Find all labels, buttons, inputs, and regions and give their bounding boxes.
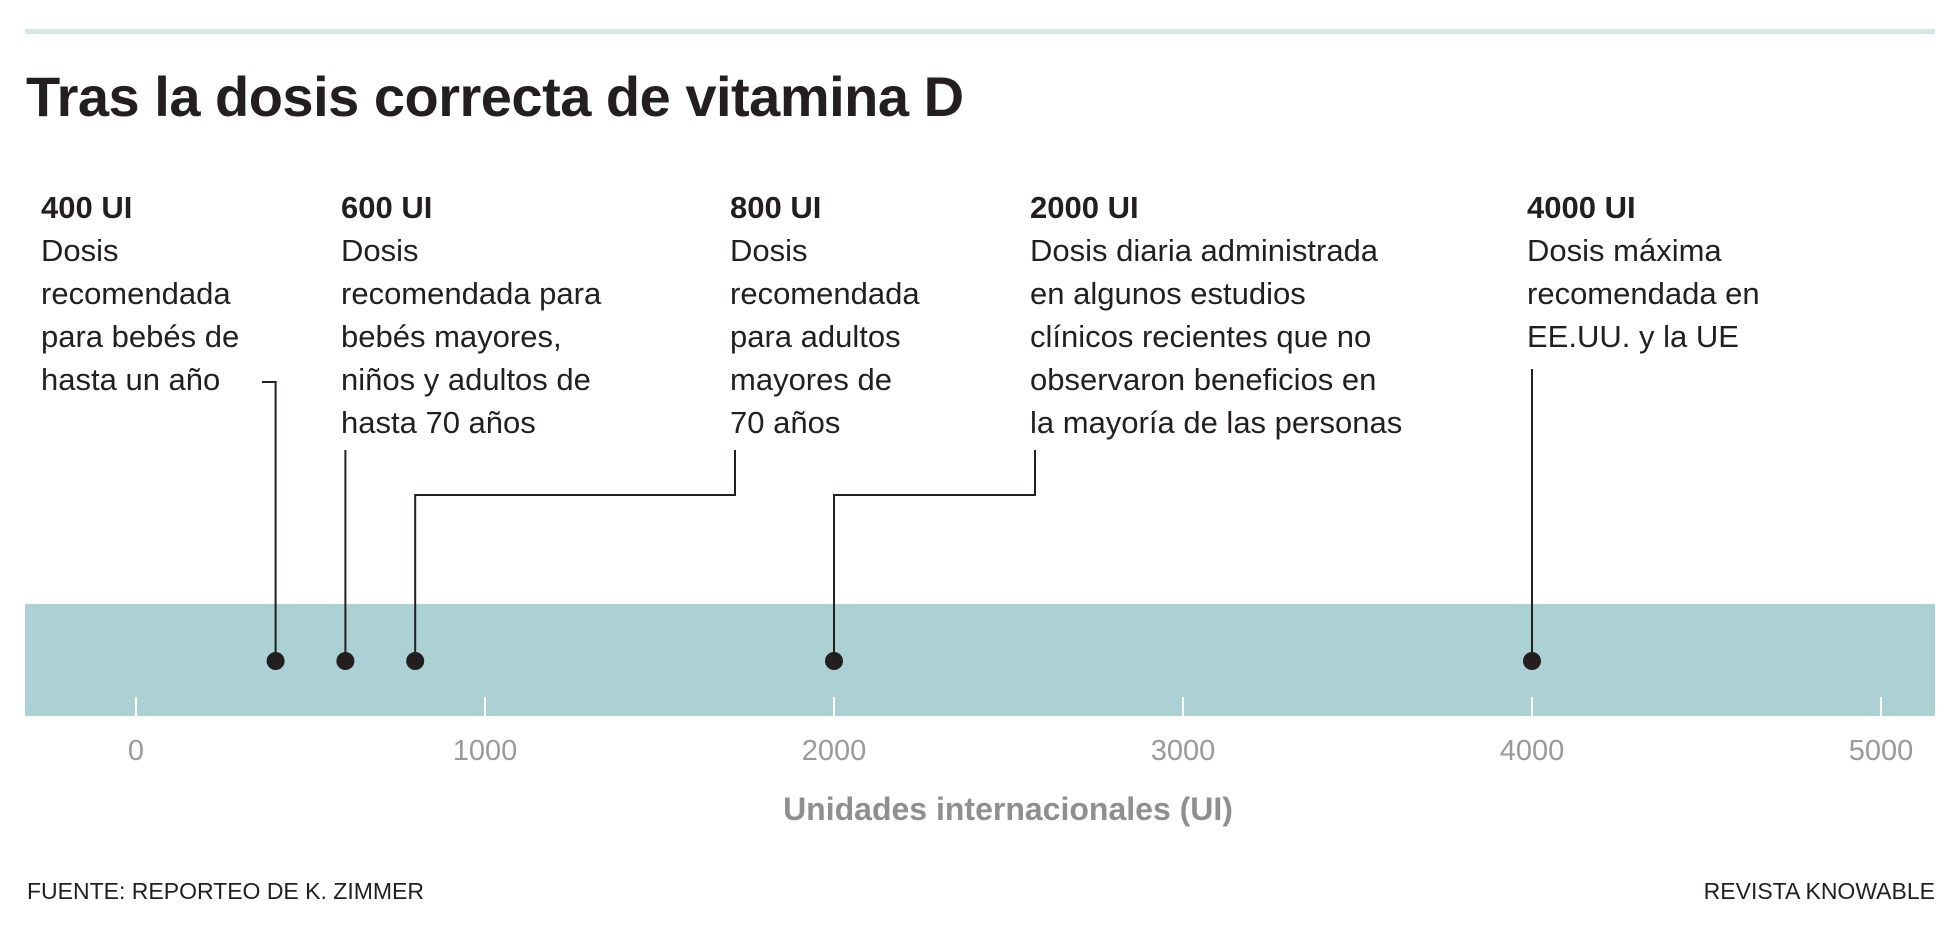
x-tick-label: 0 xyxy=(128,735,144,767)
annotation-text-line: recomendada en xyxy=(1527,276,1760,311)
annotation-text-line: EE.UU. y la UE xyxy=(1527,319,1739,354)
publisher-credit: REVISTA KNOWABLE xyxy=(1703,878,1935,904)
annotation-text-line: niños y adultos de xyxy=(341,362,591,397)
annotation-text-line: recomendada para xyxy=(341,276,602,311)
x-tick-label: 1000 xyxy=(453,735,518,767)
value-band xyxy=(25,604,1935,716)
annotation-2000: 2000 UI Dosis diaria administrada en algun… xyxy=(1030,186,1402,444)
source-note: FUENTE: REPORTEO DE K. ZIMMER xyxy=(27,878,424,904)
x-axis-title: Unidades internacionales (UI) xyxy=(783,791,1233,827)
annotation-text-line: la mayoría de las personas xyxy=(1030,405,1403,440)
chart-title: Tras la dosis correcta de vitamina D xyxy=(26,65,964,128)
annotation-4000: 4000 UI Dosis máxima recomendada en EE.UU. … xyxy=(1527,186,1760,358)
x-tick-label: 2000 xyxy=(802,735,867,767)
leader-line xyxy=(414,450,736,661)
annotation-text-line: 70 años xyxy=(730,405,841,440)
annotation-text-line: clínicos recientes que no xyxy=(1030,319,1372,354)
annotation-value: 2000 UI xyxy=(1030,190,1139,225)
annotation-text-line: observaron beneficios en xyxy=(1030,362,1377,397)
annotation-text-line: hasta un año xyxy=(41,362,221,397)
annotation-text-line: Dosis xyxy=(41,233,119,268)
annotation-value: 600 UI xyxy=(341,190,433,225)
annotation-text-line: recomendada xyxy=(41,276,231,311)
top-rule xyxy=(25,29,1935,34)
annotation-text-line: bebés mayores, xyxy=(341,319,562,354)
x-tick-label: 3000 xyxy=(1151,735,1216,767)
annotation-text-line: Dosis xyxy=(730,233,808,268)
leader-line xyxy=(262,381,277,661)
leader-line xyxy=(833,450,1036,661)
annotation-text-line: en algunos estudios xyxy=(1030,276,1306,311)
annotation-value: 800 UI xyxy=(730,190,822,225)
data-point xyxy=(1523,652,1541,670)
annotation-text-line: Dosis xyxy=(341,233,419,268)
annotation-text-line: recomendada xyxy=(730,276,920,311)
data-point xyxy=(266,652,285,670)
data-point xyxy=(825,652,843,670)
annotation-text-line: para bebés de xyxy=(41,319,240,354)
annotation-text-line: para adultos xyxy=(730,319,901,354)
annotation-value: 4000 UI xyxy=(1527,190,1636,225)
x-tick-label: 4000 xyxy=(1500,735,1565,767)
annotation-800: 800 UI Dosis recomendada para adultos mayore… xyxy=(730,186,920,444)
annotation-text-line: Dosis diaria administrada xyxy=(1030,233,1379,268)
annotation-text-line: hasta 70 años xyxy=(341,405,536,440)
annotation-text-line: mayores de xyxy=(730,362,892,397)
annotation-400: 400 UI Dosis recomendada para bebés de hasta… xyxy=(41,186,239,401)
annotation-value: 400 UI xyxy=(41,190,133,225)
data-point xyxy=(406,652,425,670)
annotation-600: 600 UI Dosis recomendada para bebés mayores… xyxy=(341,186,601,444)
x-tick-label: 5000 xyxy=(1849,735,1914,767)
annotation-text-line: Dosis máxima xyxy=(1527,233,1722,268)
data-point xyxy=(336,652,355,670)
